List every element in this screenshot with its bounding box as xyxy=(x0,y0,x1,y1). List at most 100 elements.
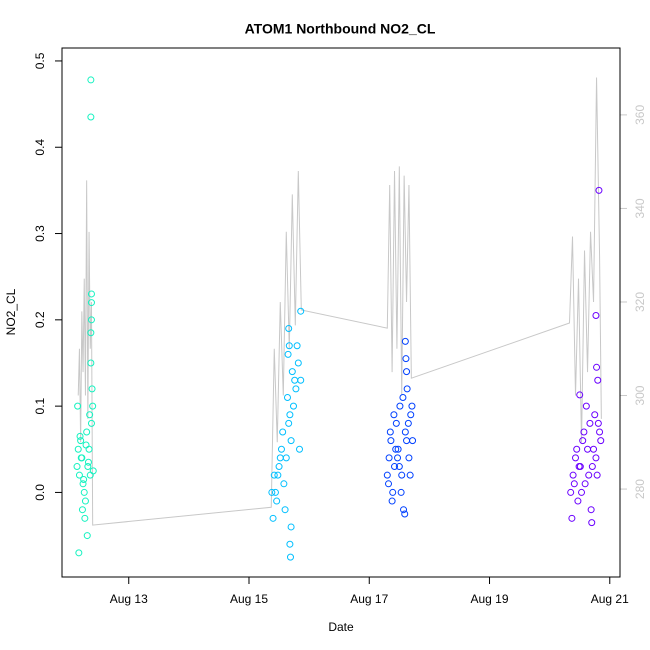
point xyxy=(87,419,95,427)
point xyxy=(75,471,83,479)
y2-tick-label: 300 xyxy=(633,385,647,405)
point xyxy=(88,385,96,393)
point xyxy=(588,463,596,471)
point xyxy=(83,428,91,436)
point xyxy=(596,428,604,436)
point xyxy=(292,385,300,393)
point xyxy=(591,411,599,419)
point xyxy=(586,419,594,427)
point xyxy=(399,394,407,402)
point xyxy=(87,76,95,84)
point xyxy=(568,514,576,522)
point xyxy=(268,488,276,496)
point xyxy=(587,506,595,514)
point xyxy=(385,480,393,488)
point xyxy=(87,359,95,367)
point xyxy=(401,428,409,436)
point xyxy=(592,312,600,320)
point xyxy=(293,342,301,350)
point xyxy=(395,463,403,471)
y-tick-label: 0.4 xyxy=(33,139,47,156)
point xyxy=(385,454,393,462)
x-tick-label: Aug 19 xyxy=(470,592,508,606)
point xyxy=(396,402,404,410)
point xyxy=(276,454,284,462)
point xyxy=(80,475,88,483)
point xyxy=(89,467,97,475)
point xyxy=(84,463,92,471)
x-axis-label: Date xyxy=(328,620,354,634)
point xyxy=(79,480,87,488)
point xyxy=(402,355,410,363)
point xyxy=(580,428,588,436)
point xyxy=(386,428,394,436)
point xyxy=(383,471,391,479)
point xyxy=(574,497,582,505)
point xyxy=(287,523,295,531)
point xyxy=(407,411,415,419)
point xyxy=(285,342,293,350)
point xyxy=(582,402,590,410)
point xyxy=(286,540,294,548)
point xyxy=(81,497,89,505)
point xyxy=(74,445,82,453)
point xyxy=(390,411,398,419)
y-tick-label: 0.1 xyxy=(33,397,47,414)
point xyxy=(285,324,293,332)
point xyxy=(284,350,292,358)
point xyxy=(86,411,94,419)
point xyxy=(271,488,279,496)
point xyxy=(296,445,304,453)
point xyxy=(590,445,598,453)
point xyxy=(87,329,95,337)
point xyxy=(270,471,278,479)
point xyxy=(274,471,282,479)
point xyxy=(401,510,409,518)
point xyxy=(405,454,413,462)
point xyxy=(389,488,397,496)
point xyxy=(594,376,602,384)
x-tick-label: Aug 17 xyxy=(350,592,388,606)
point xyxy=(78,506,86,514)
y2-tick-label: 280 xyxy=(633,479,647,499)
point xyxy=(579,437,587,445)
point xyxy=(87,290,95,298)
point xyxy=(273,497,281,505)
point xyxy=(77,454,85,462)
point xyxy=(593,471,601,479)
point xyxy=(280,480,288,488)
point xyxy=(581,480,589,488)
point xyxy=(592,454,600,462)
point xyxy=(73,463,81,471)
point xyxy=(281,506,289,514)
y-tick-label: 0.2 xyxy=(33,311,47,328)
point xyxy=(400,506,408,514)
point xyxy=(403,437,411,445)
point xyxy=(275,463,283,471)
point xyxy=(294,359,302,367)
point xyxy=(286,411,294,419)
point xyxy=(76,432,84,440)
point xyxy=(84,458,92,466)
point xyxy=(594,419,602,427)
point xyxy=(83,532,91,540)
point xyxy=(597,437,605,445)
point xyxy=(570,480,578,488)
point xyxy=(80,488,88,496)
line-series xyxy=(77,77,602,526)
point xyxy=(285,419,293,427)
x-tick-label: Aug 13 xyxy=(110,592,148,606)
x-tick-label: Aug 21 xyxy=(591,592,629,606)
y2-tick-label: 360 xyxy=(633,105,647,125)
point xyxy=(394,454,402,462)
point xyxy=(288,368,296,376)
y2-tick-label: 340 xyxy=(633,198,647,218)
point xyxy=(408,402,416,410)
point xyxy=(269,514,277,522)
point xyxy=(578,488,586,496)
plot-frame xyxy=(61,47,621,578)
point xyxy=(388,497,396,505)
point xyxy=(588,519,596,527)
point xyxy=(77,437,85,445)
